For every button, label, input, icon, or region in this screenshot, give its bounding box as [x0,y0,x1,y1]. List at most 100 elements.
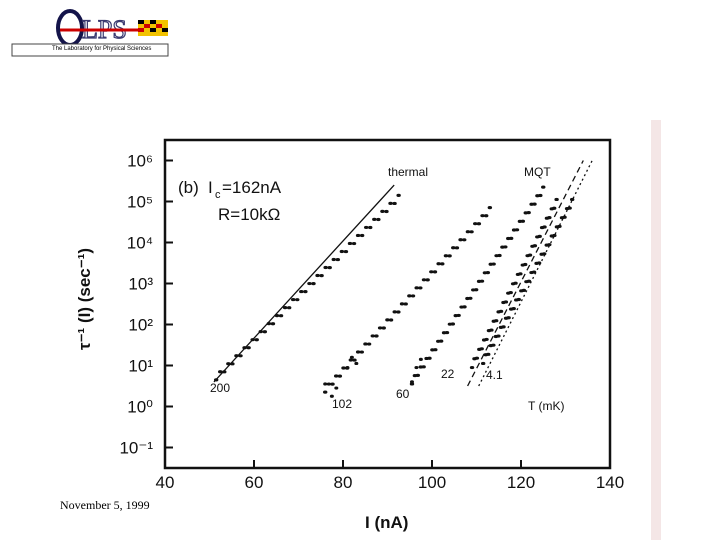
data-point-200 [230,362,235,366]
data-point-200 [392,201,397,206]
data-point-4-1 [486,352,491,356]
data-point-200 [380,209,385,213]
data-point-200 [331,257,336,262]
series-label-200: 200 [210,381,230,395]
data-point-200 [254,338,259,342]
y-tick-label: 10⁴ [127,234,153,253]
data-point-102 [436,262,441,266]
data-point-60 [456,313,461,318]
data-point-22 [479,347,484,351]
data-point-102 [451,246,456,250]
y-tick-label: 10⁻¹ [119,439,153,458]
data-point-102 [388,318,394,322]
x-tick-label: 80 [334,473,353,492]
data-point-22 [489,328,494,332]
y-tick-label: 10² [128,316,153,335]
data-point-4-1 [536,261,542,265]
data-point-4-1 [491,343,496,347]
data-point-200 [319,274,324,278]
series-label-102: 102 [332,397,352,411]
data-point-200 [311,282,316,286]
data-point-200 [286,306,292,310]
data-point-102 [454,246,460,250]
data-point-cluster [334,386,339,390]
data-point-cluster [349,355,354,359]
data-point-60 [508,236,514,240]
data-point-60 [468,296,473,300]
data-point-102 [418,286,423,290]
x-ticks: 40 60 80 100 120 140 [156,460,624,492]
data-point-200 [222,370,227,374]
data-point-102 [432,270,438,274]
maryland-flag-icon [138,20,168,36]
data-point-60 [444,330,450,335]
footer-date: November 5, 1999 [60,498,150,512]
data-point-200 [347,241,353,246]
data-point-102 [480,214,485,218]
data-point-200 [299,289,304,294]
data-point-200 [250,338,255,342]
data-point-60 [497,253,502,258]
data-point-4-1 [547,243,552,247]
data-point-60 [415,373,421,377]
data-point-102 [385,318,390,322]
data-point-4-1 [552,233,557,238]
data-point-102 [366,342,372,346]
data-point-4-1 [567,206,572,210]
data-point-cluster [329,394,334,398]
data-point-200 [368,225,373,230]
data-point-200 [270,322,276,326]
data-point-4-1 [501,325,506,329]
plot-frame [163,138,612,470]
data-point-60 [427,356,432,360]
series-label-4-1: 4.1 [486,368,503,382]
data-point-60 [450,322,456,326]
data-point-22 [527,253,533,257]
data-point-4-1 [480,361,486,366]
data-point-22 [498,309,504,313]
data-point-200 [238,354,243,358]
data-point-60 [526,211,531,215]
data-point-102 [458,238,463,242]
data-point-102 [399,302,405,306]
mqt-label: MQT [524,165,551,179]
data-point-200 [213,378,219,382]
lps-logo: LPS The Laboratory for Physical Sciences [0,0,180,60]
data-point-22 [469,365,475,370]
data-point-102 [370,334,375,338]
data-point-102 [462,238,467,242]
data-point-4-1 [562,215,567,219]
data-point-60 [433,348,438,352]
data-point-102 [483,214,489,218]
data-point-200 [372,217,377,222]
panel-label: (b) [178,178,199,197]
scan-edge-strip [651,120,661,540]
logo-subtitle: The Laboratory for Physical Sciences [52,46,152,52]
data-point-4-1 [506,316,511,320]
data-point-102 [465,230,471,234]
data-point-102 [323,390,328,394]
data-point-102 [440,262,445,266]
y-ticks: 10⁶ 10⁵ 10⁴ 10³ 10² 10¹ 10⁰ 10⁻¹ [119,152,173,458]
x-tick-label: 140 [596,473,624,492]
data-point-200 [339,249,345,254]
theory-line-mqt [467,160,584,387]
series-label-22: 22 [441,367,455,381]
data-point-102 [348,358,354,362]
data-point-4-1 [557,224,562,228]
ic-value: =162nA [222,178,282,197]
data-point-102 [341,366,346,370]
data-point-102 [337,374,343,378]
data-point-4-1 [521,288,527,292]
data-point-102 [425,278,430,282]
y-tick-label: 10⁰ [127,398,153,417]
data-point-22 [522,262,528,267]
data-point-22 [494,319,499,323]
x-tick-label: 60 [245,473,264,492]
data-point-60 [541,185,546,189]
data-point-4-1 [531,270,537,274]
data-point-200 [359,233,365,238]
data-point-102 [333,374,339,378]
ic-subscript: c [215,189,221,201]
